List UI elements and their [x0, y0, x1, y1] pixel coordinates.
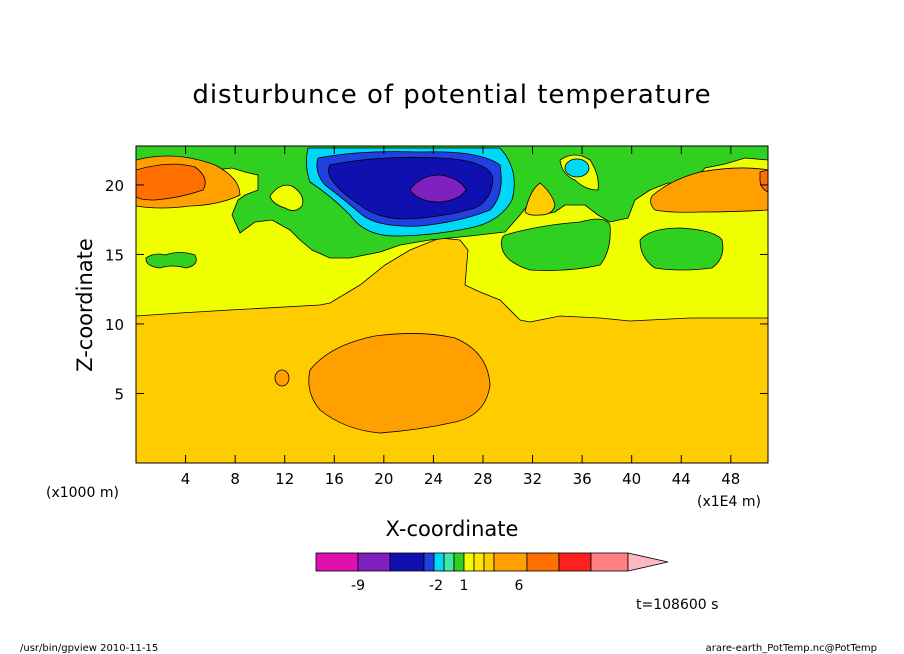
colorbar-segment — [493, 552, 528, 572]
region-darkorange-left — [136, 163, 206, 201]
colorbar-segment — [423, 552, 435, 572]
region-yellow-hole — [269, 184, 304, 211]
x-tick-label: 16 — [325, 470, 344, 488]
colorbar-segment — [590, 552, 629, 572]
region-orange-small — [274, 369, 290, 387]
y-tick-label: 5 — [114, 385, 124, 403]
x-tick-label: 36 — [573, 470, 592, 488]
x-tick-label: 12 — [275, 470, 294, 488]
chart-title: disturbunce of potential temperature — [192, 80, 711, 110]
time-label: t=108600 s — [636, 597, 718, 613]
x-tick-label: 44 — [672, 470, 691, 488]
y-axis-label: Z-coordinate — [73, 238, 97, 372]
colorbar-segment — [453, 552, 465, 572]
y-tick-label: 15 — [105, 246, 124, 264]
y-axis-ticks: 5 10 15 20 — [105, 177, 768, 403]
x-tick-label: 8 — [230, 470, 240, 488]
region-cyan-spot — [564, 158, 590, 178]
region-darkblue — [328, 156, 494, 220]
x-tick-label: 20 — [374, 470, 393, 488]
x-tick-label: 40 — [622, 470, 641, 488]
region-orange-right — [650, 167, 768, 213]
colorbar-segment — [389, 552, 425, 572]
x-unit-left: (x1000 m) — [46, 485, 119, 501]
colorbar-tick-label: -9 — [351, 578, 365, 594]
colorbar-segment — [315, 552, 359, 572]
x-tick-label: 24 — [424, 470, 443, 488]
region-green-left — [145, 252, 197, 269]
colorbar-segment — [473, 552, 485, 572]
region-green-mid — [501, 218, 611, 271]
colorbar-tick-label: 1 — [460, 578, 469, 594]
x-tick-label: 32 — [523, 470, 542, 488]
colorbar-extension — [627, 552, 669, 572]
footer-left: /usr/bin/gpview 2010-11-15 — [20, 643, 158, 654]
colorbar-segment — [357, 552, 391, 572]
colorbar-segment — [463, 552, 475, 572]
colorbar-tick-label: -2 — [429, 578, 443, 594]
colorbar-segment — [526, 552, 560, 572]
colorbar: -9 -2 1 6 — [315, 552, 669, 594]
region-green-right — [639, 227, 724, 271]
contour-fills — [136, 146, 768, 463]
colorbar-tick-label: 6 — [515, 578, 524, 594]
x-unit-right: (x1E4 m) — [697, 494, 761, 510]
colorbar-segment — [483, 552, 495, 572]
x-tick-label: 48 — [721, 470, 740, 488]
region-orange-center — [308, 333, 491, 434]
colorbar-segment — [558, 552, 592, 572]
x-tick-label: 28 — [473, 470, 492, 488]
y-tick-label: 20 — [105, 177, 124, 195]
colorbar-segment — [433, 552, 445, 572]
plot-frame — [135, 145, 769, 464]
y-tick-label: 10 — [105, 316, 124, 334]
colorbar-segment — [443, 552, 455, 572]
x-axis-ticks: 4 8 12 16 20 24 28 32 36 40 44 48 — [181, 146, 740, 488]
x-tick-label: 4 — [181, 470, 191, 488]
region-purple — [409, 174, 467, 203]
region-gold-hole — [524, 182, 556, 216]
x-axis-label: X-coordinate — [386, 517, 519, 541]
footer-right: arare-earth_PotTemp.nc@PotTemp — [706, 643, 877, 654]
